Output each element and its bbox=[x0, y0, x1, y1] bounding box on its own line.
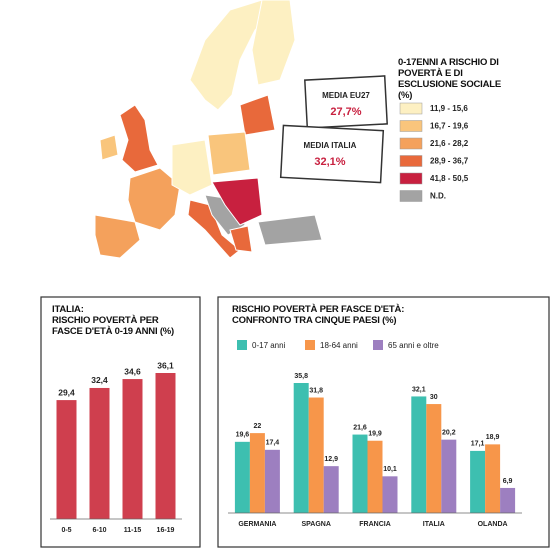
bar bbox=[293, 383, 309, 513]
legend-swatch bbox=[373, 340, 383, 350]
legend-label: 16,7 - 19,6 bbox=[430, 122, 469, 131]
legend-swatch bbox=[237, 340, 247, 350]
legend-swatch bbox=[305, 340, 315, 350]
value-label: 32,1 bbox=[412, 386, 426, 393]
turkey bbox=[257, 214, 323, 246]
value-label: 36,1 bbox=[157, 360, 174, 370]
panel-right bbox=[217, 296, 550, 548]
value-label: 17,1 bbox=[471, 441, 485, 448]
it-box bbox=[279, 124, 385, 184]
bar bbox=[234, 441, 250, 513]
bar bbox=[323, 466, 339, 513]
value-label: 20,2 bbox=[442, 429, 456, 436]
x-tick-label: 0-5 bbox=[61, 527, 71, 534]
x-tick-label: 11-15 bbox=[124, 527, 142, 534]
value-label: 6,9 bbox=[503, 478, 513, 485]
bar bbox=[56, 400, 77, 519]
bar bbox=[382, 476, 398, 513]
x-tick-label: SPAGNA bbox=[301, 521, 330, 528]
x-tick-label: ITALIA bbox=[423, 521, 445, 528]
it-value: 32,1% bbox=[314, 156, 345, 168]
value-label: 12,9 bbox=[324, 456, 338, 463]
bar bbox=[470, 450, 486, 513]
finland bbox=[251, 0, 296, 86]
map bbox=[94, 0, 323, 259]
value-label: 35,8 bbox=[294, 373, 308, 380]
legend-label: 21,6 - 28,2 bbox=[430, 139, 469, 148]
chart-title: RISCHIO POVERTÀ PER FASCE D'ETÀ: bbox=[232, 304, 405, 315]
bar bbox=[367, 440, 383, 513]
chart-title: ITALIA: bbox=[52, 304, 84, 315]
legend-label: N.D. bbox=[430, 192, 446, 201]
value-label: 18,9 bbox=[486, 434, 500, 441]
bar bbox=[308, 397, 324, 513]
bar bbox=[249, 433, 265, 513]
uk bbox=[119, 104, 159, 173]
legend-title: 0-17ENNI A RISCHIO DI POVERTÀ E DI ESCLU… bbox=[398, 57, 502, 101]
eu-box bbox=[304, 75, 388, 129]
legend-swatch bbox=[399, 172, 423, 185]
value-label: 21,6 bbox=[353, 424, 367, 431]
iberia bbox=[94, 214, 141, 259]
average-boxes: MEDIA EU27 27,7% MEDIA ITALIA 32,1% bbox=[279, 75, 388, 184]
legend-label: 28,9 - 36,7 bbox=[430, 157, 469, 166]
value-label: 17,4 bbox=[266, 440, 280, 447]
romania-bulgaria bbox=[211, 177, 263, 226]
baltics bbox=[239, 94, 276, 136]
value-label: 19,9 bbox=[368, 431, 382, 438]
bar bbox=[411, 396, 427, 513]
scandinavia bbox=[189, 0, 276, 111]
poland bbox=[207, 131, 251, 176]
germany bbox=[171, 139, 213, 196]
eu-label: MEDIA EU27 bbox=[322, 91, 370, 100]
bar bbox=[264, 449, 280, 513]
legend-label: 65 anni e oltre bbox=[388, 341, 439, 350]
france bbox=[127, 167, 181, 231]
bar bbox=[352, 434, 368, 513]
legend-swatch bbox=[399, 137, 423, 150]
value-label: 29,4 bbox=[58, 387, 75, 397]
bar bbox=[155, 373, 176, 519]
value-label: 31,8 bbox=[309, 387, 323, 394]
legend-label: 18-64 anni bbox=[320, 341, 358, 350]
value-label: 32,4 bbox=[91, 375, 108, 385]
bar bbox=[89, 387, 110, 519]
eu-value: 27,7% bbox=[330, 106, 361, 118]
bar bbox=[500, 487, 516, 513]
legend-label: 0-17 anni bbox=[252, 341, 286, 350]
bar bbox=[426, 404, 442, 513]
panel-left bbox=[40, 296, 201, 548]
value-label: 22 bbox=[254, 423, 262, 430]
x-tick-label: OLANDA bbox=[478, 521, 508, 528]
bar bbox=[122, 379, 143, 519]
legend-label: 11,9 - 15,6 bbox=[430, 104, 468, 113]
legend-swatch bbox=[399, 190, 423, 202]
x-tick-label: FRANCIA bbox=[359, 521, 391, 528]
x-tick-label: 6-10 bbox=[92, 527, 106, 534]
chart-subtitle: CONFRONTO TRA CINQUE PAESI (%) bbox=[232, 315, 397, 326]
legend-swatch bbox=[399, 120, 423, 132]
it-label: MEDIA ITALIA bbox=[304, 141, 357, 150]
value-label: 30 bbox=[430, 394, 438, 401]
bar bbox=[441, 439, 457, 513]
value-label: 19,6 bbox=[236, 432, 250, 439]
ireland bbox=[99, 134, 119, 161]
greece bbox=[229, 225, 253, 253]
value-label: 10,1 bbox=[383, 466, 397, 473]
x-tick-label: 16-19 bbox=[157, 527, 175, 534]
bar bbox=[485, 444, 501, 513]
value-label: 34,6 bbox=[124, 366, 141, 376]
legend-swatch bbox=[399, 102, 423, 115]
chart-subtitle: RISCHIO POVERTÀ PER FASCE D'ETÀ 0-19 ANN… bbox=[52, 315, 175, 337]
legend-label: 41,8 - 50,5 bbox=[430, 174, 469, 183]
x-tick-label: GERMANIA bbox=[238, 521, 276, 528]
legend-swatch bbox=[399, 155, 423, 167]
